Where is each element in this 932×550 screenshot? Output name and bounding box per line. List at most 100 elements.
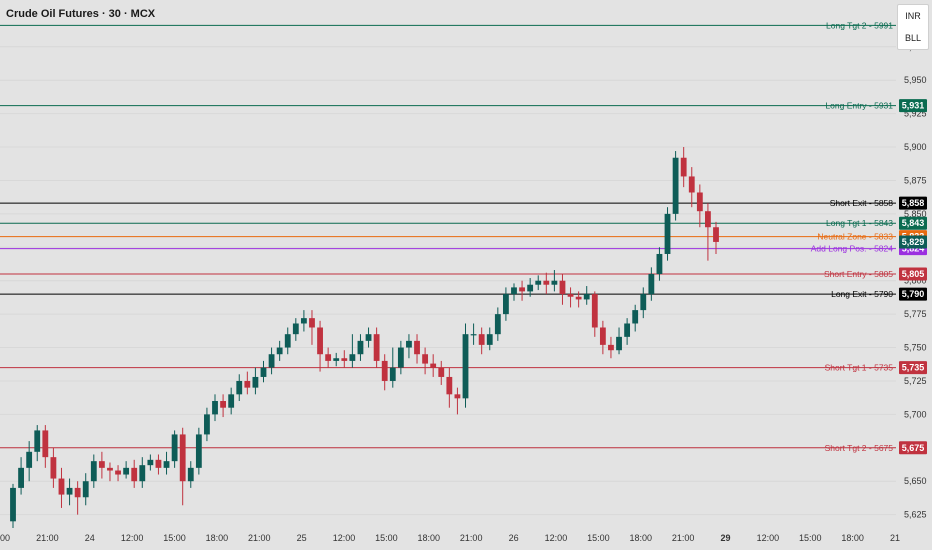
- level-label: Short Entry - 5805: [824, 269, 893, 279]
- price-badge-label: 5,805: [902, 269, 925, 279]
- x-tick-label: 18:00: [206, 533, 229, 543]
- x-tick-label: 25: [297, 533, 307, 543]
- candle-body: [430, 363, 437, 368]
- price-badge-label: 5,675: [902, 443, 925, 453]
- candle-body: [494, 314, 501, 335]
- x-tick-label: 00: [0, 533, 10, 543]
- candle-body: [397, 347, 404, 368]
- candle-body: [543, 280, 550, 285]
- candle-body: [688, 176, 695, 193]
- candle-body: [115, 470, 121, 475]
- candle-body: [414, 340, 420, 355]
- y-tick-label: 5,775: [904, 309, 927, 319]
- candle-body: [648, 274, 655, 295]
- x-tick-label: 18:00: [629, 533, 652, 543]
- candle-body: [50, 457, 57, 479]
- candle-body: [74, 487, 81, 498]
- candle-body: [608, 344, 614, 351]
- candle-body: [300, 318, 307, 324]
- candle-body: [389, 367, 396, 381]
- candle-body: [486, 334, 493, 345]
- x-tick-label: 29: [720, 533, 730, 543]
- price-badge: [899, 441, 927, 455]
- candle-body: [252, 376, 259, 388]
- x-tick-label: 12:00: [333, 533, 356, 543]
- candle-body: [406, 340, 412, 348]
- price-badge-label: 5,790: [902, 289, 925, 299]
- candle-body: [640, 294, 647, 311]
- candle-body: [713, 227, 719, 242]
- candle-body: [131, 467, 138, 482]
- candle-body: [349, 354, 356, 361]
- candle-body: [591, 294, 598, 328]
- candle-body: [478, 334, 485, 345]
- candle-body: [583, 294, 590, 300]
- currency-label[interactable]: INR: [905, 11, 921, 21]
- candle-body: [155, 459, 162, 468]
- level-lines: Long Tgt 2 - 5991 Long Entry - 5931 Short …: [0, 20, 896, 453]
- candle-body: [446, 376, 453, 395]
- candle-body: [90, 461, 97, 482]
- y-tick-label: 5,625: [904, 510, 927, 520]
- candle-body: [664, 213, 671, 254]
- x-tick-label: 12:00: [757, 533, 780, 543]
- candle-body: [567, 294, 574, 297]
- candle-body: [244, 380, 251, 388]
- candle-body: [107, 467, 113, 471]
- candle-body: [98, 461, 105, 468]
- candle-body: [147, 459, 154, 466]
- level-label: Short Exit - 5858: [830, 198, 894, 208]
- candle-body: [535, 280, 542, 285]
- candle-body: [34, 430, 41, 452]
- candle-body: [624, 323, 631, 337]
- candle-body: [616, 336, 622, 351]
- x-tick-label: 15:00: [375, 533, 398, 543]
- candle-body: [195, 434, 202, 468]
- candle-body: [276, 347, 283, 355]
- candle-body: [502, 294, 509, 315]
- candle-body: [519, 287, 525, 292]
- candle-body: [260, 367, 267, 377]
- candle-body: [559, 280, 566, 295]
- y-tick-label: 5,850: [904, 209, 927, 219]
- price-badge: [899, 99, 927, 113]
- price-badge-label: 5,858: [902, 198, 925, 208]
- y-tick-label: 5,750: [904, 343, 927, 353]
- candle-body: [511, 287, 517, 295]
- price-badge-label: 5,824: [902, 244, 925, 254]
- x-tick-label: 21:00: [460, 533, 483, 543]
- candle-body: [58, 478, 65, 495]
- level-label: Add Long Pos. - 5824: [811, 244, 894, 254]
- x-tick-label: 15:00: [163, 533, 186, 543]
- candle-body: [438, 367, 445, 377]
- candle-body: [365, 334, 372, 341]
- candle-body: [470, 334, 477, 336]
- candle-body: [381, 360, 388, 381]
- candle-body: [139, 465, 146, 482]
- candle-body: [341, 358, 348, 361]
- currency-unit-box[interactable]: INR BLL: [897, 4, 929, 50]
- candle-body: [82, 481, 89, 498]
- x-tick-label: 18:00: [418, 533, 441, 543]
- candle-body: [42, 430, 49, 458]
- candle-body: [268, 354, 275, 368]
- candle-body: [10, 487, 16, 522]
- level-label: Neutral Zone - 5833: [817, 232, 893, 242]
- candle-body: [179, 434, 186, 482]
- price-badge: [899, 267, 927, 281]
- level-label: Long Exit - 5790: [831, 289, 893, 299]
- grid: [0, 46, 896, 516]
- candle-body: [656, 253, 663, 275]
- level-label: Long Tgt 2 - 5991: [826, 20, 893, 30]
- candle-body: [632, 310, 639, 324]
- unit-label[interactable]: BLL: [904, 33, 921, 43]
- price-badge: [899, 196, 927, 210]
- candle-body: [672, 157, 679, 214]
- candle-body: [292, 323, 299, 335]
- price-badge-label: 5,931: [902, 101, 925, 111]
- candle-body: [163, 461, 170, 468]
- candle-body: [123, 467, 130, 475]
- candle-body: [236, 380, 243, 395]
